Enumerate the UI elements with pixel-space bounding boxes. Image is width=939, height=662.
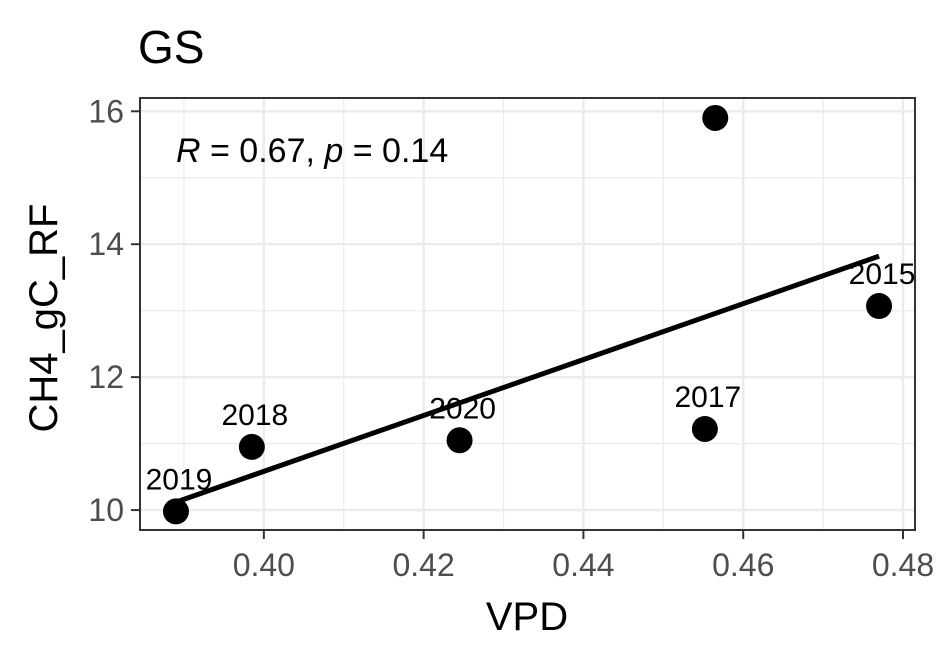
point-label: 2019 — [146, 463, 213, 496]
data-point — [691, 415, 718, 442]
x-tick-label: 0.44 — [552, 547, 614, 583]
point-label: 2020 — [429, 392, 496, 425]
y-tick-label: 12 — [88, 359, 124, 395]
y-tick-label: 16 — [88, 93, 124, 129]
y-tick-label: 10 — [88, 492, 124, 528]
x-axis-title: VPD — [486, 595, 568, 639]
r-value: = 0.67, — [201, 132, 325, 170]
data-point — [702, 104, 729, 131]
point-label: 2018 — [221, 399, 288, 432]
correlation-annotation: R = 0.67, p = 0.14 — [176, 132, 448, 170]
p-symbol: p — [323, 132, 343, 170]
regression-line-group — [175, 253, 880, 505]
data-points — [162, 104, 893, 525]
grid — [140, 98, 915, 530]
x-tick-label: 0.46 — [712, 547, 774, 583]
y-axis-ticks: 10 12 14 16 — [88, 93, 140, 528]
x-tick-label: 0.40 — [233, 547, 295, 583]
chart-title: GS — [138, 21, 204, 73]
r-symbol: R — [176, 132, 201, 170]
data-point — [446, 427, 473, 454]
data-point — [866, 293, 893, 320]
data-point — [238, 433, 265, 460]
x-tick-label: 0.48 — [872, 547, 934, 583]
x-axis-ticks: 0.40 0.42 0.44 0.46 0.48 — [233, 530, 934, 583]
data-point — [162, 498, 189, 525]
regression-line — [175, 253, 880, 505]
y-tick-label: 14 — [88, 226, 124, 262]
y-axis-title: CH4_gC_RF — [22, 204, 66, 433]
p-value: = 0.14 — [343, 132, 448, 170]
point-label: 2017 — [674, 381, 741, 414]
plot-panel-border — [139, 97, 916, 531]
x-tick-label: 0.42 — [392, 547, 454, 583]
point-label: 2015 — [849, 258, 916, 291]
